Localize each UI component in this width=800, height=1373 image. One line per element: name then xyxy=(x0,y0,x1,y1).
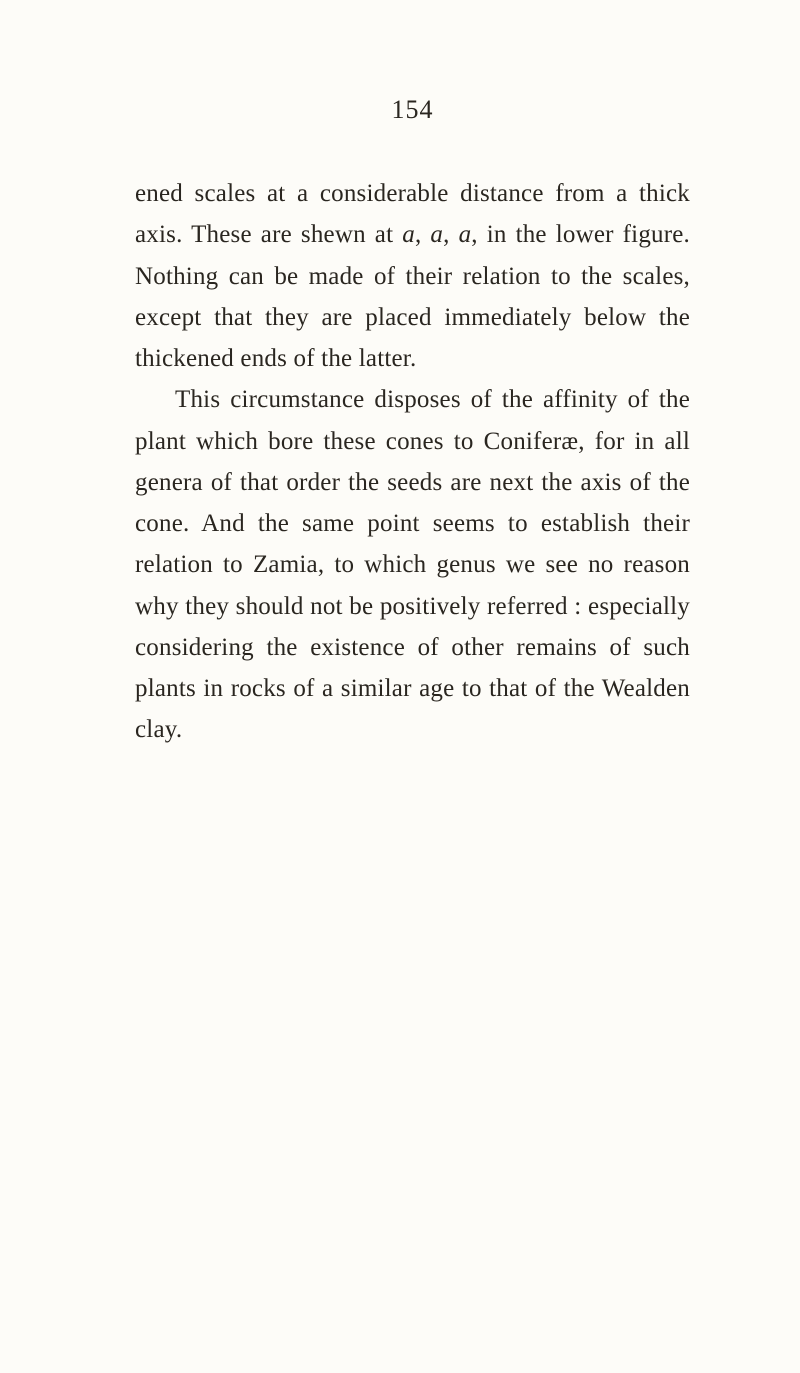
text-run: This circumstance disposes of the affini… xyxy=(135,386,690,743)
italic-text: a xyxy=(459,221,472,248)
page-number: 154 xyxy=(135,95,690,125)
italic-text: a xyxy=(402,221,415,248)
text-run: , xyxy=(443,221,458,248)
paragraph: ened scales at a considerable distance f… xyxy=(135,173,690,379)
document-page: 154 ened scales at a considerable distan… xyxy=(0,0,800,1373)
paragraph: This circumstance disposes of the affini… xyxy=(135,379,690,750)
body-text: ened scales at a considerable distance f… xyxy=(135,173,690,751)
text-run: , xyxy=(415,221,430,248)
italic-text: a xyxy=(430,221,443,248)
